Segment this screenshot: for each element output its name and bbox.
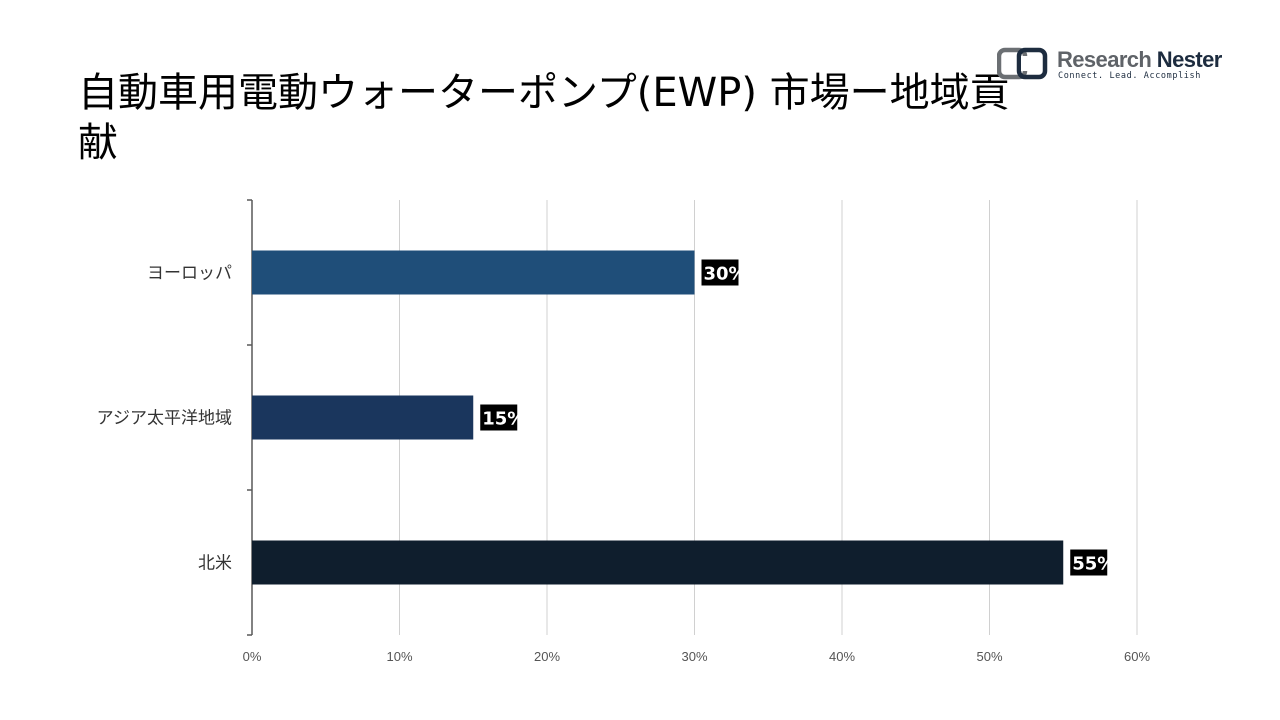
- value-label-bg: [480, 404, 518, 431]
- chart-title: 自動車用電動ウォーターポンプ(EWP) 市場ー地域貢献: [78, 70, 1010, 166]
- logo-name-part1: Research: [1057, 47, 1152, 72]
- bar: [252, 540, 1064, 585]
- x-tick-label: 60%: [1124, 649, 1150, 664]
- bars: [252, 250, 1064, 585]
- logo-mark-icon: [997, 47, 1048, 80]
- category-label: アジア太平洋地域: [97, 409, 232, 429]
- value-label: 15%: [482, 409, 525, 430]
- category-axis: [247, 199, 253, 636]
- x-tick-label: 0%: [243, 649, 262, 664]
- x-tick-label: 40%: [829, 649, 855, 664]
- x-tick-label: 10%: [386, 649, 412, 664]
- category-label: ヨーロッパ: [147, 264, 232, 284]
- logo-name: Research Nester: [1057, 47, 1222, 73]
- x-tick-label: 50%: [976, 649, 1002, 664]
- logo-tagline: Connect. Lead. Accomplish: [1058, 71, 1201, 81]
- x-tick-label: 20%: [534, 649, 560, 664]
- logo-name-part2: Nester: [1156, 47, 1222, 72]
- value-labels: 30% 15% 55%: [480, 259, 1115, 576]
- value-label-bg: [1070, 549, 1108, 576]
- x-tick-label: 30%: [681, 649, 707, 664]
- bar: [252, 250, 695, 295]
- value-label: 30%: [704, 264, 747, 285]
- bar: [252, 395, 474, 440]
- value-label-bg: [701, 259, 739, 286]
- category-label: 北米: [198, 554, 232, 574]
- tick-labels: 0% 10% 20% 30% 40% 50% 60%: [243, 649, 1151, 664]
- value-label: 55%: [1072, 554, 1115, 575]
- research-nester-logo: Research Nester Connect. Lead. Accomplis…: [997, 47, 1227, 87]
